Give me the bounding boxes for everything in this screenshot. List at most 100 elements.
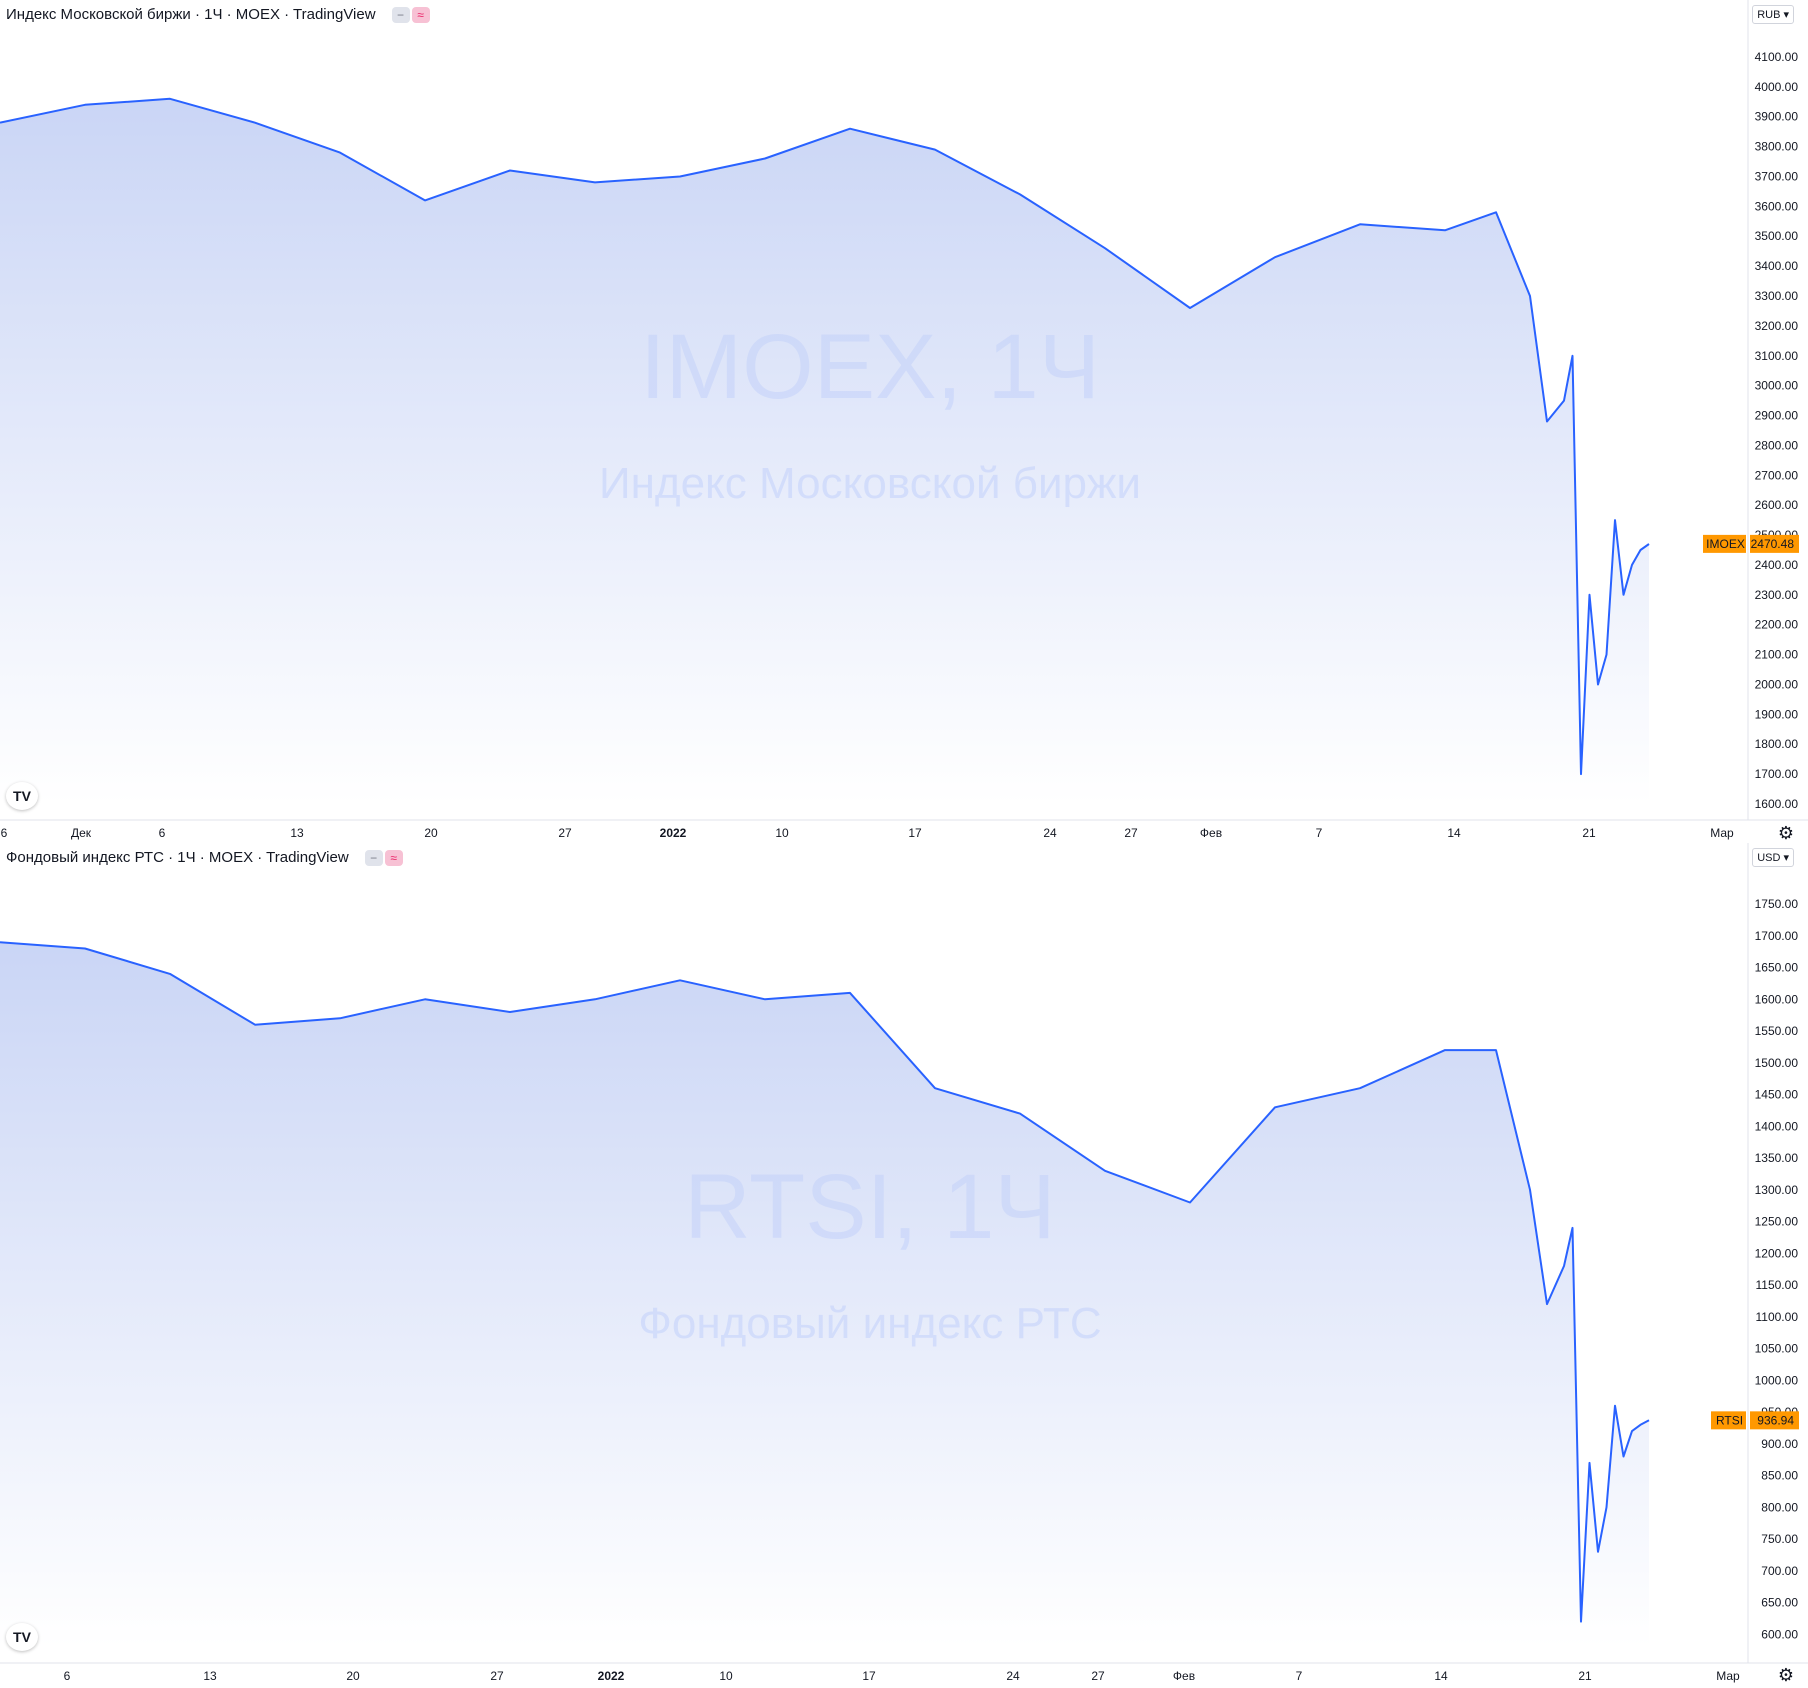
series-area [0, 942, 1649, 1647]
currency-selector[interactable]: RUB ▾ [1752, 5, 1794, 24]
y-tick-label: 1300.00 [1755, 1183, 1799, 1197]
y-tick-label: 3900.00 [1755, 110, 1799, 124]
price-label-value: 2470.48 [1751, 537, 1795, 551]
price-label-symbol: IMOEX [1706, 537, 1745, 551]
y-tick-label: 850.00 [1761, 1469, 1798, 1483]
y-tick-label: 1500.00 [1755, 1056, 1799, 1070]
y-tick-label: 3600.00 [1755, 199, 1799, 213]
x-tick-label: Мар [1710, 826, 1734, 840]
series-line[interactable] [0, 941, 1650, 1623]
x-tick-label: 13 [203, 1669, 217, 1683]
price-label-symbol-bg [1703, 534, 1746, 553]
y-tick-label: 1700.00 [1755, 767, 1799, 781]
y-tick-label: 600.00 [1761, 1627, 1798, 1641]
x-tick-label: 21 [1582, 826, 1596, 840]
y-tick-label: 700.00 [1761, 1564, 1798, 1578]
x-tick-label: 20 [424, 826, 438, 840]
x-tick-label: 7 [1316, 826, 1323, 840]
x-tick-label: 24 [1043, 826, 1057, 840]
x-tick-label: 17 [908, 826, 922, 840]
indicator-pills[interactable]: − ≈ [364, 849, 403, 866]
chart-panel-imoex[interactable]: IMOEX, 1ЧИндекс Московской биржи1600.001… [0, 0, 1808, 843]
minus-icon[interactable]: − [364, 849, 383, 866]
price-label-symbol-bg [1711, 1411, 1746, 1430]
y-tick-label: 750.00 [1761, 1532, 1798, 1546]
y-tick-label: 650.00 [1761, 1596, 1798, 1610]
y-tick-label: 3800.00 [1755, 140, 1799, 154]
x-tick-label: 7 [1296, 1669, 1303, 1683]
tradingview-logo[interactable]: TV [6, 782, 38, 810]
y-tick-label: 1400.00 [1755, 1119, 1799, 1133]
indicator-pills[interactable]: − ≈ [391, 6, 430, 23]
chart-canvas-rtsi[interactable]: RTSI, 1ЧФондовый индекс РТС600.00650.007… [0, 843, 1808, 1688]
y-tick-label: 3200.00 [1755, 319, 1799, 333]
y-tick-label: 4100.00 [1755, 50, 1799, 64]
y-tick-label: 1450.00 [1755, 1088, 1799, 1102]
chart-header: Фондовый индекс РТС · 1Ч · MOEX · Tradin… [6, 849, 403, 866]
y-tick-label: 1550.00 [1755, 1024, 1799, 1038]
y-tick-label: 1600.00 [1755, 992, 1799, 1006]
series-line[interactable] [0, 97, 1650, 776]
y-tick-label: 1650.00 [1755, 961, 1799, 975]
y-tick-label: 1750.00 [1755, 897, 1799, 911]
tradingview-logo[interactable]: TV [6, 1623, 38, 1651]
price-label-value: 936.94 [1757, 1413, 1794, 1427]
x-tick-label: 6 [1, 826, 8, 840]
x-tick-label: Фев [1200, 826, 1222, 840]
price-label-value-bg [1750, 1411, 1799, 1430]
y-tick-label: 1000.00 [1755, 1373, 1799, 1387]
symbol-title: Фондовый индекс РТС · 1Ч · MOEX · Tradin… [6, 849, 349, 866]
price-label-value-bg [1750, 534, 1799, 553]
x-tick-label: 20 [346, 1669, 360, 1683]
y-tick-label: 800.00 [1761, 1500, 1798, 1514]
y-tick-label: 3500.00 [1755, 229, 1799, 243]
y-tick-label: 1050.00 [1755, 1342, 1799, 1356]
x-tick-label: 14 [1447, 826, 1461, 840]
y-tick-label: 900.00 [1761, 1437, 1798, 1451]
x-tick-label: Фев [1173, 1669, 1195, 1683]
y-tick-label: 3400.00 [1755, 259, 1799, 273]
y-tick-label: 1350.00 [1755, 1151, 1799, 1165]
x-tick-label: Дек [71, 826, 92, 840]
symbol-title: Индекс Московской биржи · 1Ч · MOEX · Tr… [6, 6, 376, 23]
y-tick-label: 2900.00 [1755, 409, 1799, 423]
currency-selector[interactable]: USD ▾ [1752, 848, 1794, 867]
minus-icon[interactable]: − [391, 6, 410, 23]
y-tick-label: 3000.00 [1755, 379, 1799, 393]
y-tick-label: 1250.00 [1755, 1215, 1799, 1229]
y-tick-label: 2000.00 [1755, 677, 1799, 691]
x-tick-label: 6 [64, 1669, 71, 1683]
y-tick-label: 4000.00 [1755, 80, 1799, 94]
x-tick-label: 27 [1124, 826, 1138, 840]
x-tick-label: 6 [159, 826, 166, 840]
y-tick-label: 3700.00 [1755, 169, 1799, 183]
chart-panel-rtsi[interactable]: RTSI, 1ЧФондовый индекс РТС600.00650.007… [0, 843, 1808, 1688]
y-tick-label: 1900.00 [1755, 707, 1799, 721]
chart-header: Индекс Московской биржи · 1Ч · MOEX · Tr… [6, 6, 430, 23]
gear-icon[interactable]: ⚙ [1777, 823, 1794, 843]
price-label-symbol: RTSI [1716, 1413, 1743, 1427]
y-tick-label: 1200.00 [1755, 1246, 1799, 1260]
y-tick-label: 2100.00 [1755, 648, 1799, 662]
y-tick-label: 3100.00 [1755, 349, 1799, 363]
series-area [0, 98, 1649, 805]
x-tick-label: 27 [558, 826, 572, 840]
gear-icon[interactable]: ⚙ [1777, 1665, 1794, 1685]
x-tick-label: 2022 [598, 1669, 625, 1683]
y-tick-label: 2200.00 [1755, 618, 1799, 632]
approx-icon[interactable]: ≈ [384, 849, 403, 866]
x-tick-label: 2022 [660, 826, 687, 840]
y-tick-label: 2300.00 [1755, 588, 1799, 602]
x-tick-label: 14 [1434, 1669, 1448, 1683]
y-tick-label: 2400.00 [1755, 558, 1799, 572]
y-tick-label: 1100.00 [1756, 1310, 1799, 1324]
approx-icon[interactable]: ≈ [411, 6, 430, 23]
x-tick-label: 13 [290, 826, 304, 840]
x-tick-label: 27 [1091, 1669, 1105, 1683]
y-tick-label: 1800.00 [1755, 737, 1799, 751]
x-tick-label: 24 [1006, 1669, 1020, 1683]
y-tick-label: 2600.00 [1755, 498, 1799, 512]
chart-canvas-imoex[interactable]: IMOEX, 1ЧИндекс Московской биржи1600.001… [0, 0, 1808, 843]
y-tick-label: 3300.00 [1755, 289, 1799, 303]
x-tick-label: 10 [719, 1669, 733, 1683]
